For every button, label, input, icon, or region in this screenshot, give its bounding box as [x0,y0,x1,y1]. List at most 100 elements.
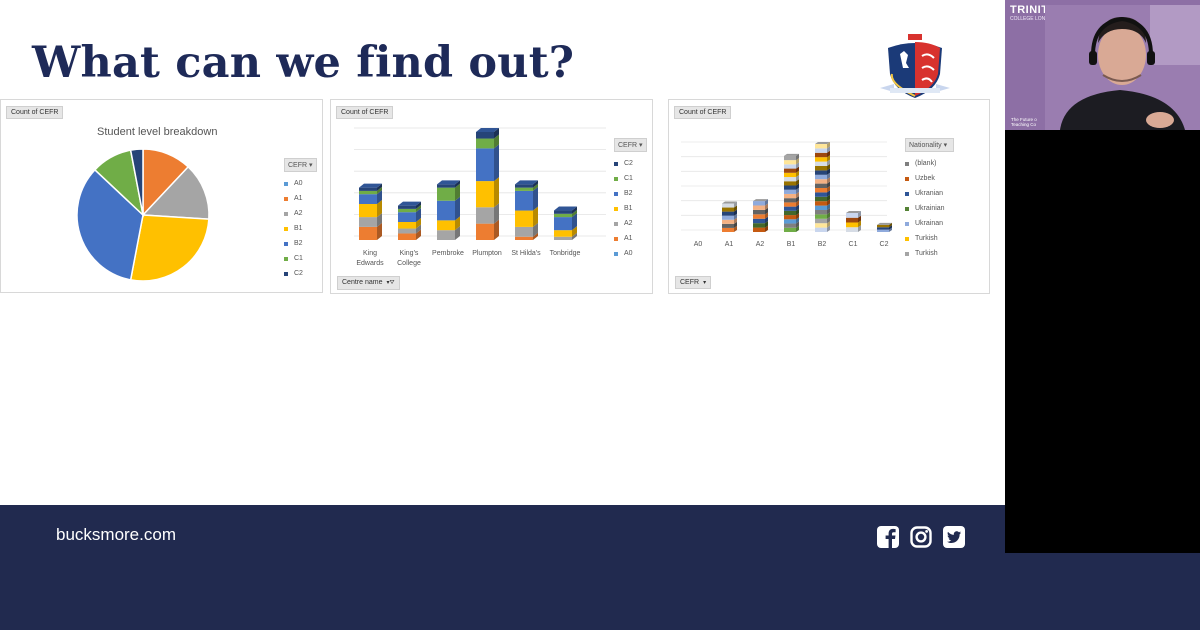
bar-top-cap [476,128,499,132]
bar-segment [722,217,737,224]
bar-segment [784,187,799,194]
pie-chart-title: Student level breakdown [97,126,218,138]
centre-name-filter-button[interactable]: Centre name ▾⛛ [337,276,400,290]
cefr-axis-filter-label: CEFR [680,279,700,286]
bar-segment-a1 [398,229,421,240]
bar-segment-a2 [554,232,577,240]
bar-top-cap [815,142,830,144]
bar-segment [753,212,768,219]
bar-segment-c2 [554,206,577,214]
bar-segment-c1 [515,183,538,191]
footer-bar: bucksmore.com [0,505,1200,630]
legend-label: B1 [624,205,633,212]
bar-segment [815,172,830,180]
bar-segment-c1 [554,209,577,218]
cefr-axis-filter-button[interactable]: CEFR ▾ [675,276,712,289]
legend-label: A0 [294,180,303,187]
bar-top-cap [877,222,892,225]
bar-segment [722,221,737,228]
bar-segment-b1 [515,206,538,227]
legend-header-label: CEFR [618,142,638,149]
bar-segment-c1 [359,186,382,195]
pie-slice-b1 [129,214,210,282]
bar-segment [815,199,830,206]
bar-segment [784,179,799,186]
bar-segment [815,208,830,215]
facebook-icon[interactable] [877,526,899,548]
bar-segment-b1 [359,200,382,218]
bar-segment [877,225,892,230]
nationality-bar-chart-panel: Count of CEFR A0 A1 A2 B1 B2 C1 C2 Nationality… [668,99,990,294]
bar-segment-b1 [398,218,421,229]
nationality-legend-item: Ukranian [905,186,954,201]
bar-segment [784,221,799,228]
nationality-legend-filter-button[interactable]: Nationality ▾ [905,138,955,152]
bar-segment-c1 [476,134,499,149]
cefr-legend-filter-button[interactable]: CEFR ▾ [614,138,647,152]
legend-swatch [905,236,909,241]
bar-segment [722,213,737,220]
bar-top-cap [846,210,861,213]
centre-legend-item: A0 [614,246,647,261]
nationality-legend-item: Ukrainian [905,201,954,216]
bar-segment [877,227,892,232]
legend-label: Ukrainan [915,220,944,227]
bar-segment-c2 [398,201,421,209]
centre-legend-item: C1 [614,171,647,186]
bar-segment-c2 [476,128,499,139]
bar-segment [722,225,737,232]
legend-swatch [905,206,909,211]
bar-segment [815,142,830,149]
legend-label: (blank) [915,160,937,167]
pie-slice-b2 [76,168,144,281]
x-axis-label: C1 [849,241,858,248]
bar-segment-a2 [359,213,382,227]
pie-chart [76,148,210,282]
x-axis-label: B2 [818,241,827,248]
legend-label: C2 [294,270,303,277]
legend-label: B1 [294,225,303,232]
x-axis-label: A0 [694,241,703,248]
bar-segment [753,221,768,228]
bar-segment-b2 [476,144,499,182]
bar-segment-b2 [515,186,538,211]
bar-segment [815,186,830,193]
legend-label: A1 [624,235,633,242]
bar-segment [784,217,799,224]
bar-segment-c2 [359,183,382,191]
chevron-down-icon: ▾ [703,280,707,286]
cefr-legend-filter-button[interactable]: CEFR ▾ [284,158,317,172]
school-crest-logo [880,34,950,98]
pie-legend: CEFR ▾ A0 A1 A2 B1 B2 C1 C2 [284,158,317,281]
legend-header-label: Nationality [909,142,942,149]
legend-swatch [284,256,288,261]
legend-label: C1 [624,175,633,182]
bar-segment-b2 [554,213,577,231]
x-axis-label: Edwards [356,260,384,267]
bar-segment-b2 [359,190,382,204]
presenter-image [1045,5,1200,130]
twitter-icon[interactable] [943,526,965,548]
x-axis-label: A1 [725,241,734,248]
bar-segment [815,212,830,219]
bar-segment-c1 [437,183,460,201]
legend-swatch [905,221,909,226]
bar-segment [753,203,768,210]
legend-swatch [284,226,288,231]
bar-top-cap [515,180,538,185]
pie-legend-item: A1 [284,191,317,206]
bar-segment-b1 [437,216,460,231]
bar-segment [846,210,861,218]
bar-segment [815,225,830,232]
legend-swatch [614,221,618,226]
legend-label: A0 [624,250,633,257]
instagram-icon[interactable] [910,526,932,548]
website-link[interactable]: bucksmore.com [56,525,176,544]
legend-label: A2 [294,210,303,217]
bar-segment-a1 [359,222,382,240]
bar-segment [722,205,737,212]
centre-bar-chart-panel: Count of CEFR King Edwards King's College Pe… [330,99,653,294]
bar-segment [784,200,799,207]
legend-label: Ukrainian [915,205,945,212]
webcam-panel: TRINITY COLLEGE LONDON The Future o Teac… [1005,0,1200,553]
